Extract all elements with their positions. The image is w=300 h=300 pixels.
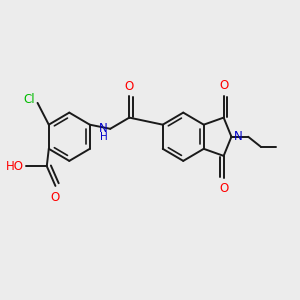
Text: N: N bbox=[99, 122, 107, 135]
Text: O: O bbox=[51, 190, 60, 204]
Text: O: O bbox=[219, 182, 228, 195]
Text: H: H bbox=[100, 132, 107, 142]
Text: N: N bbox=[234, 130, 243, 143]
Text: HO: HO bbox=[6, 160, 24, 173]
Text: O: O bbox=[219, 79, 228, 92]
Text: Cl: Cl bbox=[24, 93, 35, 106]
Text: O: O bbox=[125, 80, 134, 93]
